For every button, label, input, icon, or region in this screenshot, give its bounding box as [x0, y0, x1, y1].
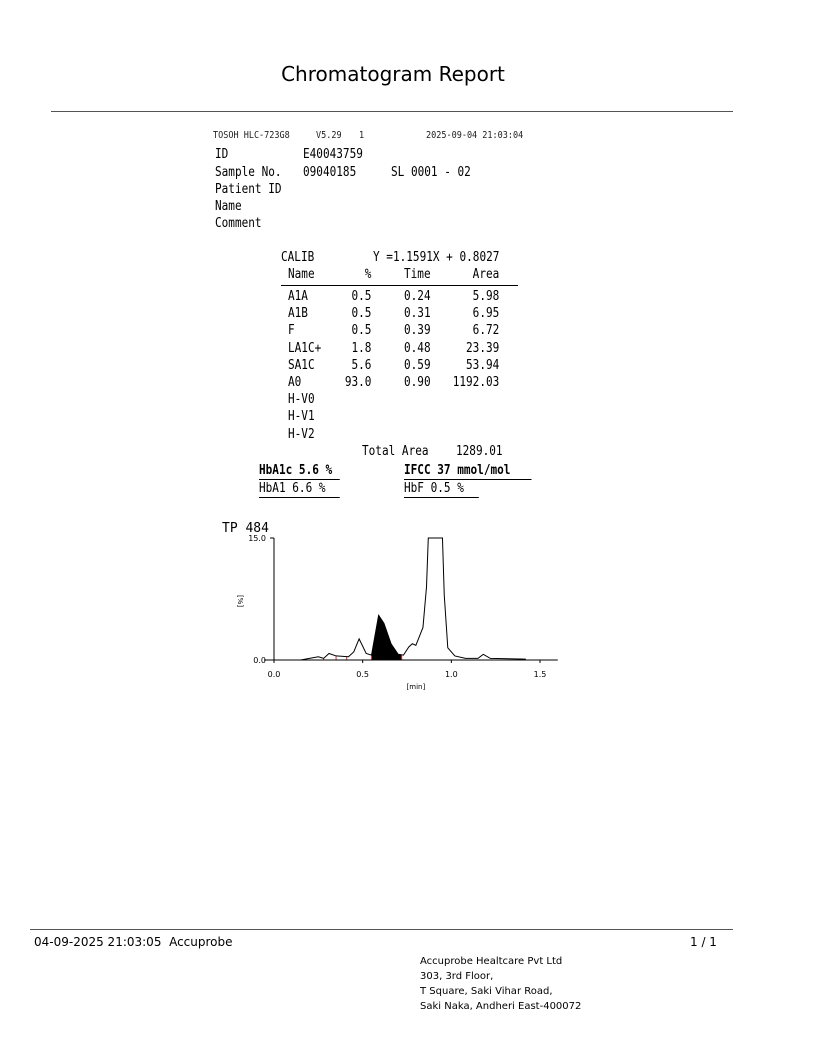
calib-label: CALIB	[281, 250, 315, 265]
table-cell: 53.94	[466, 357, 500, 373]
y-tick-label: 15.0	[248, 534, 266, 543]
column-header: Area	[472, 267, 500, 282]
column-header: Time	[403, 267, 431, 282]
patient-id-label: Patient ID	[215, 182, 282, 197]
table-cell: 0.5	[351, 289, 372, 304]
table-cell: 0.24	[403, 289, 431, 304]
table-cell: 0.48	[403, 340, 431, 356]
table-cell: LA1C+	[288, 340, 322, 356]
table-cell: 0.39	[403, 323, 431, 339]
chart-title: TP 484	[222, 521, 269, 536]
address-line: Accuprobe Healtcare Pvt Ltd	[420, 956, 563, 967]
hba1c-result: HbA1c 5.6 %	[259, 463, 340, 480]
table-cell: H-V1	[288, 409, 315, 425]
sample-no-label: Sample No.	[215, 165, 282, 180]
table-cell: 6.72	[472, 323, 500, 339]
comment-label: Comment	[215, 216, 262, 231]
chromatogram-trace	[300, 537, 526, 661]
calib-equation: Y =1.1591X + 0.8027	[373, 250, 500, 265]
table-cell: A1A	[288, 289, 308, 304]
table-cell: 1.8	[351, 340, 372, 356]
table-header-divider	[281, 285, 518, 286]
header-divider	[51, 111, 733, 112]
id-label: ID	[215, 147, 229, 162]
table-cell: 0.5	[351, 323, 372, 339]
report-title: Chromatogram Report	[281, 62, 505, 86]
table-cell: A1B	[288, 306, 308, 322]
sample-no-value: 09040185	[303, 165, 357, 180]
instrument-model: TOSOH HLC-723G8	[213, 130, 290, 141]
instrument-version: V5.29	[316, 130, 342, 141]
table-cell: 5.6	[351, 357, 372, 373]
table-cell: 6.95	[472, 306, 500, 322]
footer-printed: 04-09-2025 21:03:05 Accuprobe	[34, 935, 233, 949]
instrument-unit: 1	[359, 130, 365, 141]
name-label: Name	[215, 199, 242, 214]
table-cell: 93.0	[344, 375, 372, 390]
y-axis-label: [%]	[236, 595, 244, 607]
column-header: %	[364, 267, 372, 282]
table-cell: SA1C	[288, 357, 315, 373]
id-value: E40043759	[303, 147, 363, 162]
address-line: 303, 3rd Floor,	[420, 971, 494, 982]
table-cell: 23.39	[466, 340, 500, 356]
table-cell: 0.31	[403, 306, 431, 322]
table-cell: A0	[288, 375, 302, 390]
total-area-value: 1289.01	[456, 444, 503, 459]
address-line: T Square, Saki Vihar Road,	[420, 986, 553, 997]
footer-divider	[30, 929, 733, 930]
chromatogram-chart: TP 484 0.0 0.5 1.0 1.5 0.0 15.0 [min] [%]	[222, 521, 558, 691]
footer-address: Accuprobe Healtcare Pvt Ltd 303, 3rd Floo…	[420, 954, 581, 1014]
hba1-result: HbA1 6.6 %	[259, 481, 340, 498]
total-area-label: Total Area	[362, 444, 429, 459]
x-tick-label: 1.0	[445, 670, 458, 679]
table-cell: 0.5	[351, 306, 372, 322]
table-cell: F	[288, 323, 295, 339]
x-tick-label: 1.5	[534, 670, 547, 679]
x-tick-label: 0.5	[356, 670, 369, 679]
table-cell: 0.90	[403, 375, 431, 390]
ifcc-result: IFCC 37 mmol/mol	[404, 463, 532, 480]
y-tick-label: 0.0	[253, 656, 266, 665]
footer-page: 1 / 1	[690, 935, 717, 949]
x-axis-label: [min]	[407, 683, 426, 691]
table-cell: 1192.03	[452, 375, 500, 390]
table-cell: 0.59	[403, 357, 431, 373]
sample-position: SL 0001 - 02	[391, 165, 471, 180]
table-cell: H-V2	[288, 426, 315, 442]
x-tick-label: 0.0	[268, 670, 281, 679]
column-header: Name	[288, 267, 315, 282]
table-cell: H-V0	[288, 392, 315, 408]
instrument-datetime: 2025-09-04 21:03:04	[426, 130, 524, 141]
table-cell: 5.98	[472, 289, 500, 304]
hbf-result: HbF 0.5 %	[404, 481, 479, 498]
address-line: Saki Naka, Andheri East-400072	[420, 1001, 582, 1012]
